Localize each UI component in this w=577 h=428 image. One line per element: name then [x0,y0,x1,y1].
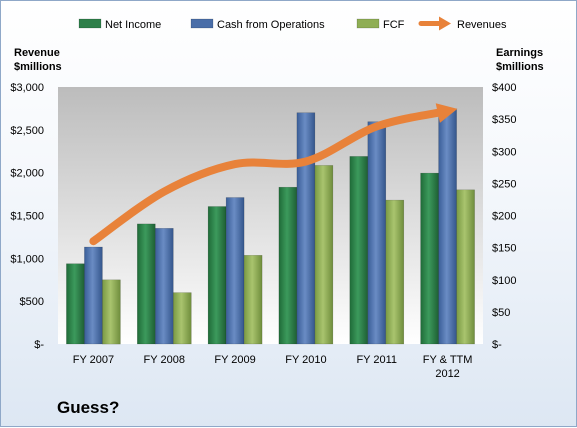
left-tick-label: $2,500 [10,125,44,137]
category-label: 2012 [435,368,459,380]
bar-fcf [243,255,263,345]
right-axis-ticks: $- $50 $100 $150 $200 $250 $300 $350 $400 [492,82,516,351]
left-tick-label: $500 [20,296,44,308]
legend-label: FCF [383,19,405,31]
right-axis-title-line: $millions [496,61,544,73]
legend: Net Income Cash from Operations FCF Revenue… [78,16,507,31]
category-label: FY & TTM [423,354,473,366]
right-axis-title-line: Earnings [496,47,543,59]
left-axis-title-line: $millions [14,61,62,73]
left-tick-label: $1,000 [10,253,44,265]
category-label: FY 2011 [356,354,397,366]
left-tick-label: $2,000 [10,168,44,180]
left-tick-label: $1,500 [10,211,44,223]
bar-series [66,108,475,345]
right-tick-label: $350 [492,114,516,126]
legend-swatch-net-income [78,18,102,29]
category-axis-labels: FY 2007 FY 2008 FY 2009 FY 2010 FY 2011 FY & … [73,354,473,380]
right-tick-label: $50 [492,307,510,319]
left-axis-ticks: $- $500 $1,000 $1,500 $2,000 $2,500 $3,000 [10,82,44,351]
right-tick-label: $150 [492,243,516,255]
right-tick-label: $400 [492,82,516,94]
bar-cash-from-operations [225,197,245,345]
footer-caption: Guess? [57,398,119,417]
bar-cash-from-operations [438,108,457,345]
category-label: FY 2009 [214,354,255,366]
category-label: FY 2008 [144,354,185,366]
left-tick-label: $- [34,339,44,351]
bar-net-income [349,156,369,345]
revenues-arrowhead [435,103,458,123]
bar-net-income [66,263,85,345]
right-tick-label: $250 [492,178,516,190]
left-tick-label: $3,000 [10,82,44,94]
revenues-line [89,107,452,246]
legend-swatch-cash-from-operations [190,18,214,29]
bar-fcf [385,199,405,345]
bar-cash-from-operations [155,228,174,345]
bar-net-income [207,206,227,345]
legend-label: Revenues [457,19,507,31]
right-tick-label: $100 [492,275,516,287]
bar-fcf [102,279,121,345]
category-label: FY 2007 [73,354,114,366]
left-axis-title-line: Revenue [14,47,60,59]
legend-swatch-fcf [356,18,380,29]
bar-net-income [137,223,156,345]
bar-net-income [278,186,298,345]
bar-fcf [456,189,475,345]
bar-cash-from-operations [296,112,316,345]
legend-label: Net Income [105,19,161,31]
bar-cash-from-operations [367,121,387,345]
right-tick-label: $300 [492,146,516,158]
right-tick-label: $- [492,339,502,351]
category-label: FY 2010 [285,354,326,366]
legend-arrowhead-revenues [439,16,451,31]
bar-cash-from-operations [84,246,103,345]
left-axis-title: Revenue $millions [14,47,62,73]
bar-fcf [314,165,334,345]
revenue-line-series [89,103,458,246]
right-axis-title: Earnings $millions [496,47,544,73]
right-tick-label: $200 [492,211,516,223]
bar-fcf [173,292,192,345]
bar-net-income [420,172,439,345]
legend-label: Cash from Operations [217,19,325,31]
